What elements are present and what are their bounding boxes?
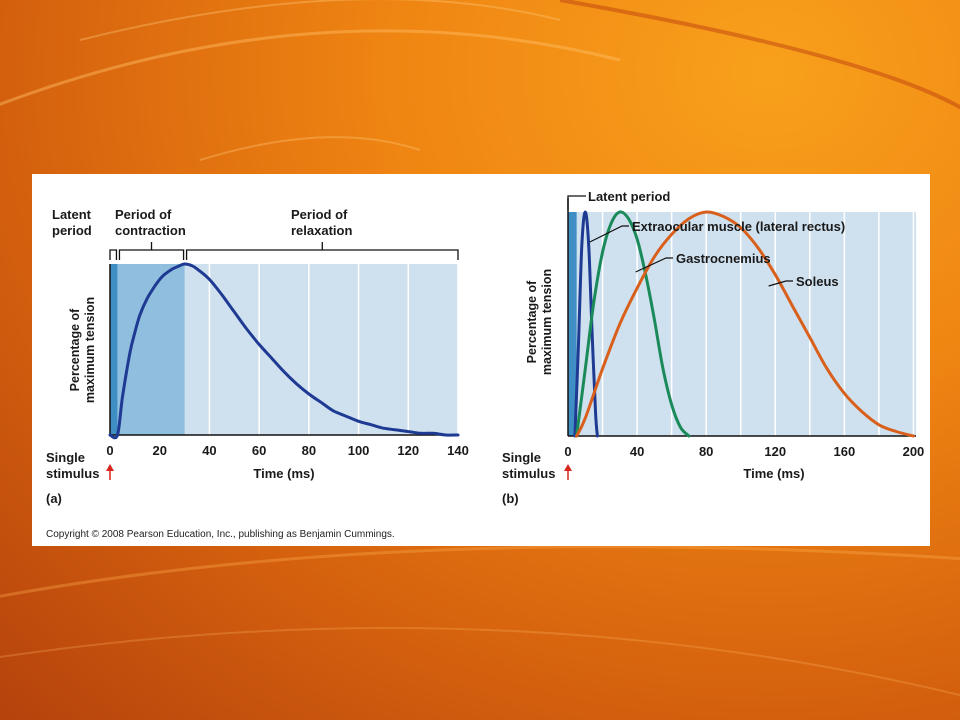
panel-label: (b) <box>502 491 519 506</box>
stimulus-arrow-head <box>106 464 114 471</box>
x-tick-label: 40 <box>202 443 216 458</box>
latent-period-label: Latent period <box>588 189 670 204</box>
x-axis-label: Time (ms) <box>743 466 804 481</box>
latent-period-leader <box>567 195 586 210</box>
panel-label: (a) <box>46 491 62 506</box>
x-tick-label: 0 <box>106 443 113 458</box>
x-tick-label: 20 <box>152 443 166 458</box>
phase-label-0: period <box>52 223 92 238</box>
x-tick-label: 80 <box>699 444 713 459</box>
x-tick-label: 200 <box>903 444 925 459</box>
muscle-twitch-figure: Latent period Period of contraction Period o… <box>32 174 930 546</box>
stimulus-label: Single <box>502 450 541 465</box>
phase-bracket-2 <box>185 249 459 260</box>
y-axis-label: Percentage of maximum tension <box>525 269 554 375</box>
x-tick-label: 160 <box>834 444 856 459</box>
x-tick-label: 100 <box>348 443 370 458</box>
phase-bracket-1 <box>118 249 185 260</box>
phase-label-0: Latent <box>52 207 92 222</box>
y-axis-label-line: Percentage of <box>525 280 539 364</box>
x-tick-label: 80 <box>302 443 316 458</box>
twitch-curve-0 <box>108 262 460 440</box>
extraocular-label-leader <box>589 225 629 243</box>
phase-bracket-0 <box>109 249 118 260</box>
copyright-text: Copyright © 2008 Pearson Education, Inc.… <box>46 529 395 540</box>
x-tick-label: 140 <box>447 443 469 458</box>
soleus-label-leader <box>768 280 793 287</box>
y-axis-label: Percentage of maximum tension <box>68 297 97 403</box>
phase-label-1: contraction <box>115 223 186 238</box>
x-tick-label: 120 <box>764 444 786 459</box>
plot-area <box>568 212 916 436</box>
stimulus-label: stimulus <box>502 466 555 481</box>
series-line-2 <box>575 210 915 438</box>
x-tick-label: 120 <box>397 443 419 458</box>
stimulus-arrow-head <box>564 464 572 471</box>
gastrocnemius-label-leader <box>635 257 673 273</box>
soleus-label: Soleus <box>796 274 839 289</box>
stimulus-label: Single <box>46 450 85 465</box>
phase-label-2: relaxation <box>291 223 352 238</box>
phase-label-1: Period of <box>115 207 172 222</box>
extraocular-label: Extraocular muscle (lateral rectus) <box>632 219 845 234</box>
chart-b-muscle-comparison: Latent period Percentage of maximum tensio… <box>502 189 925 506</box>
x-tick-label: 40 <box>630 444 644 459</box>
y-axis-label-line: maximum tension <box>540 269 554 375</box>
phase-label-2: Period of <box>291 207 348 222</box>
series-line-1 <box>575 210 691 438</box>
x-tick-label: 0 <box>564 444 571 459</box>
y-axis-label-line: maximum tension <box>83 297 97 403</box>
x-axis-label: Time (ms) <box>253 466 314 481</box>
latent-band <box>568 212 577 436</box>
series-line-0 <box>573 210 599 438</box>
phase-band-0 <box>110 264 118 435</box>
gastrocnemius-label: Gastrocnemius <box>676 251 771 266</box>
stimulus-label: stimulus <box>46 466 99 481</box>
x-tick-label: 60 <box>252 443 266 458</box>
y-axis-label-line: Percentage of <box>68 308 82 392</box>
